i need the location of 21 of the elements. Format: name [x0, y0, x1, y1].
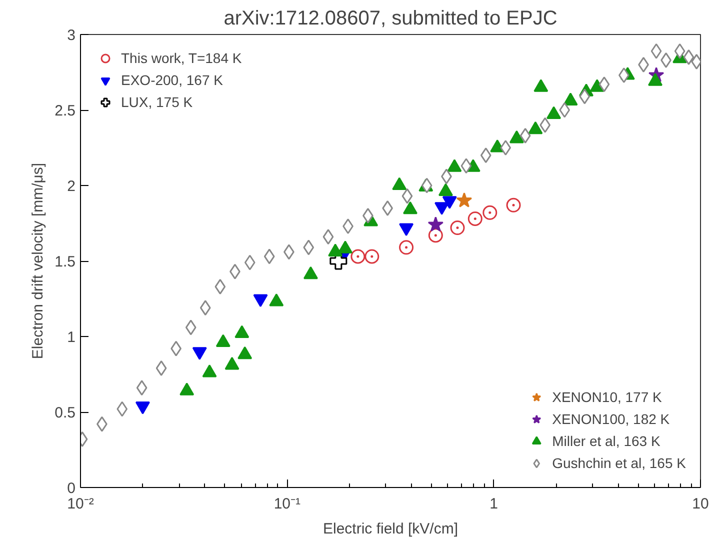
- x-axis-title: Electric field [kV/cm]: [322, 520, 458, 538]
- x-tick-label: 10⁻²: [67, 496, 94, 512]
- y-tick-label: 1: [67, 329, 76, 346]
- x-tick-label: 10⁻¹: [274, 496, 301, 512]
- x-tick-label: 10: [692, 496, 709, 512]
- legend-label: EXO-200, 167 K: [121, 72, 223, 88]
- y-axis-title: Electron drift velocity [mm/μs]: [30, 162, 47, 360]
- legend-label: Miller et al, 163 K: [552, 433, 660, 449]
- legend-label: XENON10, 177 K: [552, 389, 662, 405]
- x-tick-label: 1: [490, 496, 498, 512]
- y-tick-label: 2.5: [54, 102, 76, 120]
- y-tick-label: 1.5: [54, 254, 76, 270]
- y-tick-label: 3: [67, 27, 76, 44]
- y-tick-label: 0: [67, 480, 76, 497]
- legend-label: Gushchin et al, 165 K: [552, 455, 686, 471]
- legend-label: XENON100, 182 K: [552, 411, 670, 427]
- y-tick-label: 0.5: [54, 404, 76, 422]
- legend-label: This work, T=184 K: [121, 50, 242, 66]
- chart-title: arXiv:1712.08607, submitted to EPJC: [224, 8, 558, 30]
- y-tick-label: 2: [67, 178, 76, 195]
- legend-label: LUX, 175 K: [121, 94, 193, 110]
